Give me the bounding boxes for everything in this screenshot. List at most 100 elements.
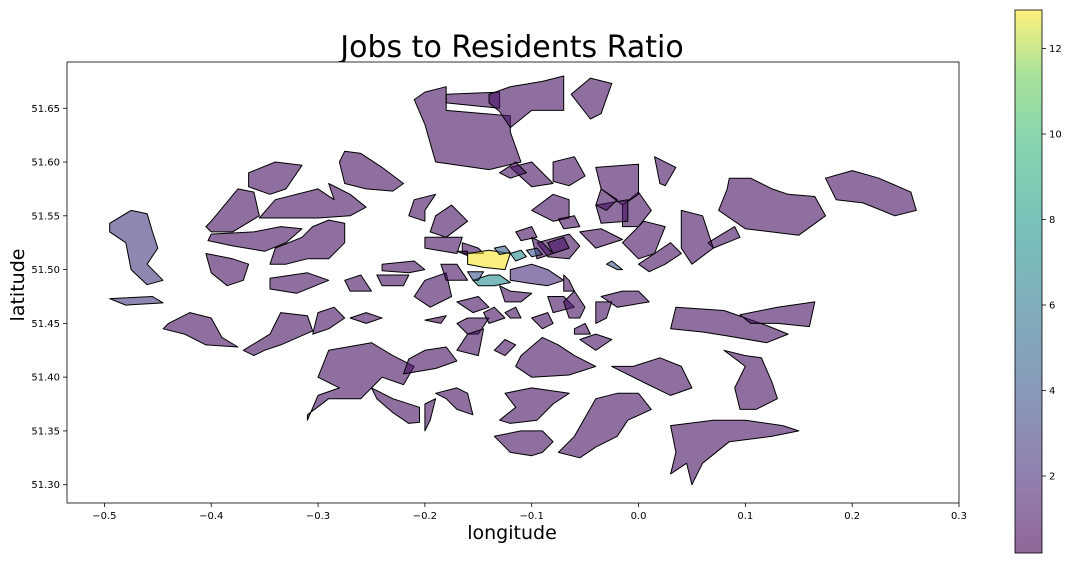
map-region	[456, 250, 469, 257]
map-region	[483, 306, 506, 324]
map-region	[547, 236, 570, 254]
map-region	[825, 170, 917, 217]
y-tick-label: 51.60	[31, 158, 60, 169]
map-region	[654, 156, 677, 187]
map-region	[600, 290, 650, 308]
map-region	[435, 387, 474, 416]
map-region	[563, 290, 586, 319]
map-region	[531, 193, 570, 222]
map-region	[424, 236, 463, 254]
map-region	[531, 312, 554, 330]
map-region	[509, 249, 527, 262]
map-region	[205, 253, 250, 287]
colorbar-tick-label: 2	[1049, 472, 1055, 483]
map-region	[579, 228, 623, 249]
map-region	[488, 75, 565, 129]
map-region	[557, 392, 652, 459]
map-region	[258, 183, 367, 219]
y-tick-label: 51.50	[31, 265, 60, 276]
map-region	[552, 156, 586, 187]
map-region	[429, 204, 469, 238]
map-region	[306, 342, 415, 421]
colorbar-ticks: 2 4 6 8 10 12	[1042, 44, 1062, 483]
map-region	[739, 301, 816, 328]
x-tick-label: 0.0	[631, 511, 647, 522]
colorbar-tick-label: 12	[1049, 44, 1062, 55]
x-tick-label: −0.3	[306, 511, 330, 522]
y-axis-ticks: 51.30 51.35 51.40 51.45 51.50 51.55 51.60 51.65	[31, 104, 67, 491]
x-axis-label: longitude	[467, 522, 557, 544]
chart-title: Jobs to Residents Ratio	[338, 30, 683, 65]
map-region	[670, 419, 800, 486]
x-tick-label: 0.3	[951, 511, 967, 522]
map-region	[499, 387, 570, 424]
y-axis-label: latitude	[7, 249, 29, 322]
map-region	[248, 161, 303, 195]
map-region	[376, 274, 410, 287]
colorbar-tick-label: 8	[1049, 215, 1055, 226]
map-region	[638, 242, 682, 273]
map-region	[504, 306, 522, 319]
map-region	[622, 220, 666, 260]
map-region	[312, 306, 346, 335]
map-region	[467, 249, 511, 271]
map-region	[595, 163, 639, 206]
x-tick-label: 0.2	[844, 511, 860, 522]
map-region	[723, 349, 778, 410]
map-region	[499, 161, 527, 179]
map-region	[338, 150, 404, 192]
map-region	[670, 306, 789, 344]
map-region	[424, 398, 437, 432]
map-region	[579, 333, 613, 351]
map-region	[493, 339, 517, 357]
colorbar-tick-label: 4	[1049, 386, 1055, 397]
map-region	[349, 312, 383, 324]
map-region	[493, 245, 511, 255]
map-region	[467, 271, 485, 281]
map-region	[680, 209, 714, 265]
map-region	[563, 274, 575, 292]
plot-area	[66, 61, 960, 504]
map-region	[718, 177, 826, 236]
y-tick-label: 51.30	[31, 480, 60, 491]
map-region	[440, 263, 469, 281]
y-tick-label: 51.40	[31, 373, 60, 384]
y-tick-label: 51.65	[31, 104, 60, 115]
map-region	[606, 260, 623, 271]
map-region	[509, 263, 565, 287]
map-region	[595, 188, 618, 211]
x-axis-ticks: −0.5 −0.4 −0.3 −0.2 −0.1 0.0 0.1 0.2 0.3	[92, 503, 967, 522]
map-region	[611, 357, 693, 396]
map-region	[493, 430, 554, 457]
map-region	[515, 336, 597, 378]
map-region	[557, 215, 581, 230]
x-tick-label: 0.1	[737, 511, 753, 522]
map-region	[207, 226, 303, 252]
map-region	[570, 77, 613, 120]
map-region	[344, 274, 372, 292]
map-region	[408, 193, 437, 222]
x-tick-label: −0.1	[520, 511, 544, 522]
map-regions	[109, 75, 917, 486]
y-tick-label: 51.45	[31, 319, 60, 330]
map-region	[499, 285, 533, 303]
map-region	[371, 387, 420, 424]
x-tick-label: −0.4	[199, 511, 223, 522]
map-region	[456, 317, 490, 335]
map-region	[403, 346, 458, 375]
colorbar-tick-label: 6	[1049, 301, 1055, 312]
y-tick-label: 51.55	[31, 211, 60, 222]
map-region	[595, 301, 613, 324]
map-region	[573, 322, 591, 335]
x-tick-label: −0.5	[92, 511, 116, 522]
map-region	[269, 219, 346, 265]
map-region	[381, 260, 426, 274]
map-region	[109, 296, 164, 306]
map-region	[472, 274, 511, 287]
map-region	[525, 247, 543, 258]
map-region	[162, 312, 239, 348]
colorbar: 2 4 6 8 10 12	[1014, 9, 1062, 554]
map-region	[456, 296, 490, 314]
map-region	[109, 209, 164, 286]
